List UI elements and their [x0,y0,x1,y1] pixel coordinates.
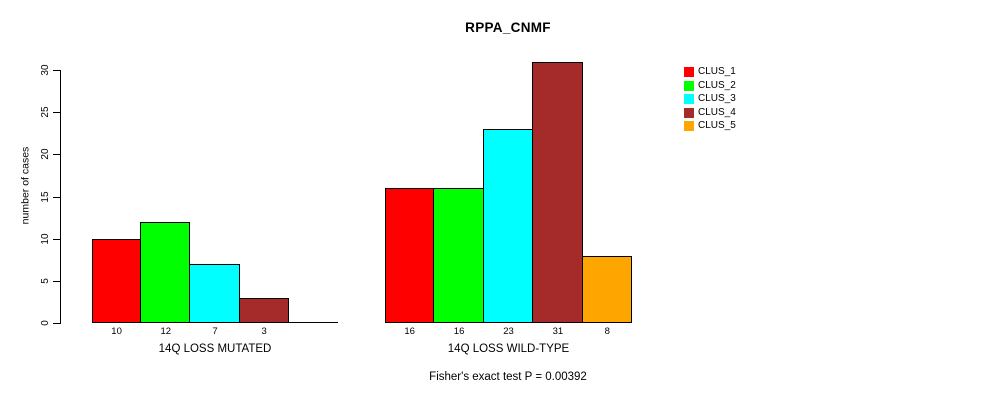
y-axis-tick-label: 5 [40,278,51,284]
bar-value-label: 3 [261,326,267,337]
group-axis-label: 14Q LOSS WILD-TYPE [447,343,570,355]
bar-clus_3 [483,129,533,323]
y-axis-tick-label: 0 [40,320,51,326]
legend-swatch-clus_2 [684,81,694,91]
bar-value-label: 23 [503,326,514,337]
y-axis-tick-label: 25 [40,106,51,118]
group-axis-label: 14Q LOSS MUTATED [158,343,272,355]
chart-title: RPPA_CNMF [465,20,551,35]
y-axis-line [60,70,61,324]
y-axis-tick-label: 30 [40,64,51,76]
legend-swatch-clus_5 [684,121,694,131]
y-axis-tick [53,323,60,324]
bar-value-label: 10 [111,326,122,337]
bar-value-label: 31 [552,326,564,337]
y-axis-tick-label: 15 [40,191,51,203]
y-axis-tick [53,239,60,240]
fisher-test-footnote: Fisher's exact test P = 0.00392 [429,371,587,383]
legend-swatch-clus_3 [684,94,694,104]
y-axis-tick [53,197,60,198]
bar-clus_2 [140,222,190,323]
bar-clus_1 [92,239,141,323]
bar-value-label: 8 [604,326,610,337]
y-axis-tick-label: 10 [40,233,51,245]
bar-clus_2 [433,188,484,323]
legend-swatch-clus_1 [684,67,694,77]
bar-value-label: 16 [453,326,465,337]
bar-clus_1 [385,188,434,323]
bar-clus_4 [532,62,583,323]
bar-clus_3 [189,264,240,323]
bar-clus_4 [239,298,289,323]
legend-label: CLUS_5 [698,120,736,131]
bar-clus_5 [582,256,632,323]
y-axis-tick [53,154,60,155]
y-axis-tick [53,70,60,71]
legend-swatch-clus_4 [684,108,694,118]
y-axis-title: number of cases [19,146,32,225]
legend-label: CLUS_2 [698,80,736,91]
legend-label: CLUS_1 [698,66,736,77]
y-axis-tick [53,281,60,282]
bar-value-label: 16 [404,326,415,337]
bar-value-label: 7 [212,326,218,337]
legend-label: CLUS_4 [698,107,736,118]
y-axis-tick [53,112,60,113]
bar-value-label: 12 [160,326,172,337]
legend-label: CLUS_3 [698,93,736,104]
y-axis-tick-label: 20 [40,148,51,160]
